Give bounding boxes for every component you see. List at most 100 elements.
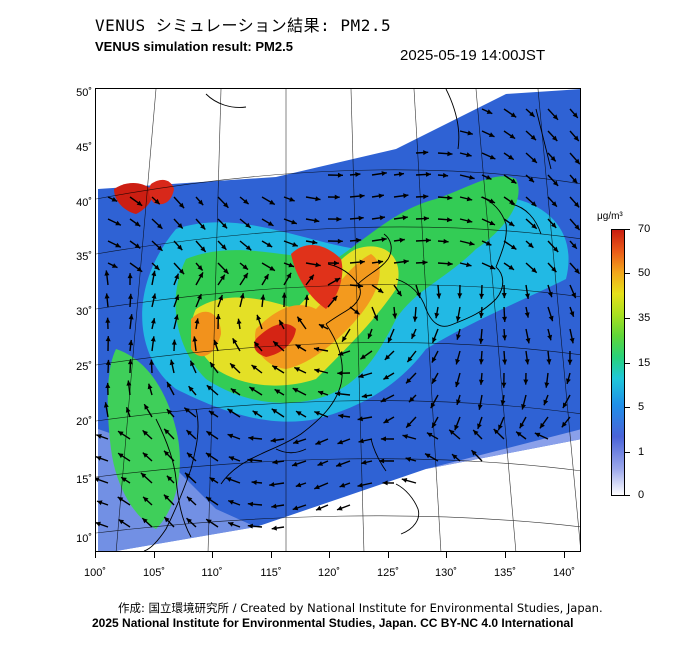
wind-vector-head [164,517,170,523]
lon-tick [212,552,213,558]
wind-vector-head [479,312,484,319]
wind-vector-head [225,477,232,482]
wind-vector-head [552,135,558,141]
lat-label-15: 15˚ [76,474,92,486]
colorbar-tick [625,495,630,496]
wind-vector-head [569,337,575,344]
wind-vector-head [446,217,453,223]
wind-vector-head [574,224,580,230]
wind-vector-head [524,359,530,365]
credit-line-1: 作成: 国立環境研究所 / Created by National Instit… [118,601,603,615]
wind-vector-head [173,314,179,320]
wind-vector-head [569,311,575,317]
wind-vector-head [548,315,554,322]
graticule [96,89,580,551]
wind-vector-head [551,201,557,207]
wind-vector-head [523,379,529,385]
wind-vector-head [190,360,195,367]
wind-vector-head [383,374,389,380]
wind-vector-head [166,409,172,415]
wind-vector-head [406,422,412,428]
wind-vector-head [274,389,281,395]
wind-vector-head [187,496,193,502]
wind-vector-head [493,429,499,435]
wind-vector-head [313,346,320,352]
wind-vector-head [221,223,228,229]
wind-vector-head [186,518,192,524]
wind-vector-head [354,309,360,315]
lat-label-50: 50˚ [76,87,92,99]
wind-vector-head [271,525,277,531]
wind-vector-head [126,380,132,386]
wind-vector-head [220,274,225,281]
map-title-jp: VENUS シミュレーション結果: PM2.5 [95,16,392,35]
wind-vector-head [531,157,537,163]
lon-label-125: 125˚ [376,567,400,579]
wind-vector-head [553,246,559,252]
wind-vector-head [154,264,160,270]
wind-vector-head [245,245,252,251]
wind-vector-head [166,475,173,482]
wind-vector-head [384,354,391,360]
wind-vector-head [144,404,149,410]
wind-vector-head [528,242,534,248]
wind-vector-head [136,266,143,272]
colorbar-tick [625,318,630,319]
wind-vector-head [524,312,530,318]
wind-vector-head [547,334,553,341]
wind-vector-head [443,238,449,244]
wind-vector-head [292,242,298,247]
lat-label-30: 30˚ [76,306,92,318]
colorbar-label-70: 70 [638,223,651,235]
wind-vector-head [398,171,404,177]
wind-vector-head [432,337,437,343]
wind-vector-head [552,180,559,186]
wind-vector-head [292,505,299,511]
wind-vector-head [256,314,262,321]
wind-vector-head [447,261,453,267]
wind-vector-head [567,359,573,365]
wind-vector-head [218,295,223,301]
wind-vector-head [104,270,110,276]
wind-vector-head [232,338,238,344]
wind-vector-head [151,270,157,277]
wind-vector-head [489,264,496,270]
wind-vector-head [210,362,216,368]
wind-vector-head [501,382,507,388]
credit-line-2: 2025 National Institute for Environmenta… [92,616,574,630]
wind-vector-head [200,246,206,252]
wind-vector-head [359,259,365,265]
wind-vector-head [407,356,413,363]
wind-vector-head [96,477,100,482]
wind-vector-head [358,215,364,221]
wind-vector-head [115,242,121,248]
wind-vector-head [178,268,185,275]
forecast-timestamp: 2025-05-19 14:00JST [400,47,546,64]
wind-vector-head [333,260,339,266]
wind-vector-head [206,497,212,502]
wind-vector-head [251,365,257,370]
wind-vector-head [525,293,530,299]
wind-vector-head [337,370,343,376]
wind-vector-head [338,351,344,356]
wind-vector-head [360,354,366,360]
wind-vector-head [509,199,515,205]
wind-vector-head [184,407,190,413]
wind-vector-head [271,503,277,509]
wind-vector-head [142,430,148,436]
wind-vector-head [247,523,253,529]
wind-vector-head [236,318,242,324]
wind-vector-head [479,293,485,299]
wind-vector-head [336,462,342,467]
wind-vector-head [502,316,507,322]
wind-vector-head [425,453,431,459]
wind-vector-head [531,267,537,273]
wind-vector-head [213,339,219,346]
wind-vector-head [571,243,577,249]
wind-vector-head [164,428,170,435]
wind-vector-head [412,316,418,322]
wind-vector-head [356,237,362,243]
colorbar-tick [625,363,630,364]
wind-vector-head [469,241,475,246]
wind-vector-head [128,339,134,346]
